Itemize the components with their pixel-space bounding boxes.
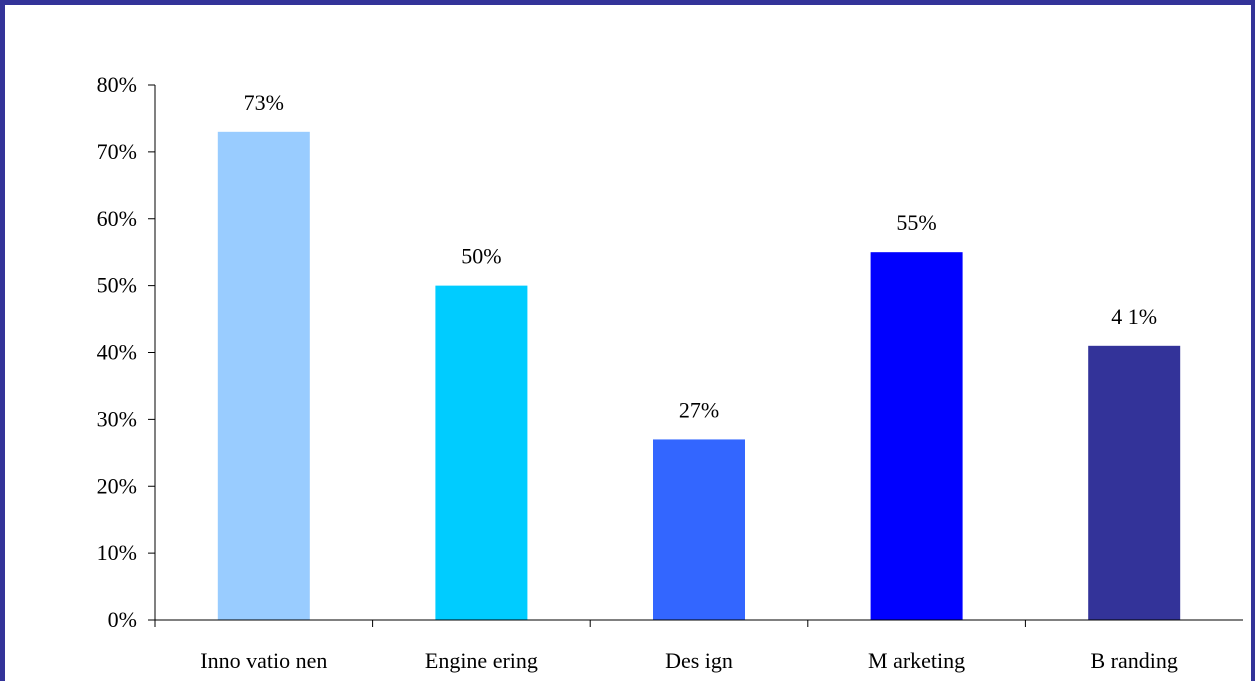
data-label: 4 1% (1111, 304, 1157, 329)
bar-chart: 0% 10% 20% 30% 40% 50% 60% 70% 80% 73% 50% 27% 55% 4… (97, 72, 1243, 673)
y-tick-label: 60% (97, 206, 137, 231)
x-axis: Inno vatio nen Engine ering Des ign M arket… (154, 619, 1243, 673)
bar-3 (653, 439, 745, 620)
y-tick-label: 80% (97, 72, 137, 97)
data-label: 27% (679, 397, 719, 422)
y-tick-label: 70% (97, 139, 137, 164)
y-tick-label: 40% (97, 340, 137, 365)
data-label: 50% (461, 244, 501, 269)
category-label: Engine ering (425, 648, 538, 673)
bars (217, 131, 1181, 620)
data-labels: 73% 50% 27% 55% 4 1% (244, 90, 1157, 423)
category-label: B randing (1091, 648, 1178, 673)
bar-2 (435, 285, 528, 620)
y-tick-label: 0% (108, 607, 137, 632)
data-label: 73% (244, 90, 284, 115)
data-label: 55% (896, 210, 936, 235)
y-axis: 0% 10% 20% 30% 40% 50% 60% 70% 80% (97, 72, 156, 632)
y-tick-label: 30% (97, 406, 137, 431)
category-label: Inno vatio nen (200, 648, 327, 673)
y-tick-label: 10% (97, 540, 137, 565)
category-label: M arketing (868, 648, 965, 673)
bar-4 (870, 252, 963, 620)
category-label: Des ign (665, 648, 733, 673)
y-tick-label: 20% (97, 473, 137, 498)
y-tick-label: 50% (97, 273, 137, 298)
bar-1 (217, 131, 310, 620)
bar-5 (1088, 345, 1181, 620)
